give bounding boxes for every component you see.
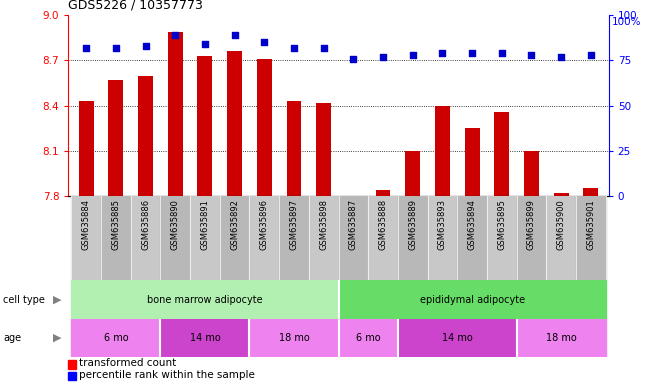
Text: GSM635885: GSM635885 <box>111 199 120 250</box>
Bar <box>249 319 339 357</box>
Bar <box>339 319 398 357</box>
Text: GSM635884: GSM635884 <box>81 199 90 250</box>
Bar <box>398 196 428 280</box>
Text: 100%: 100% <box>612 17 641 27</box>
Point <box>289 45 299 51</box>
Point <box>259 40 270 46</box>
Point <box>378 54 388 60</box>
Point <box>170 32 180 38</box>
Bar <box>220 196 249 280</box>
Text: ▶: ▶ <box>53 295 62 305</box>
Text: 18 mo: 18 mo <box>546 333 577 343</box>
Point <box>586 52 596 58</box>
Point <box>111 45 121 51</box>
Text: GSM635892: GSM635892 <box>230 199 239 250</box>
Text: age: age <box>3 333 21 343</box>
Bar <box>309 196 339 280</box>
Bar <box>376 190 391 196</box>
Bar <box>160 319 249 357</box>
Text: GSM635893: GSM635893 <box>438 199 447 250</box>
Text: percentile rank within the sample: percentile rank within the sample <box>79 370 255 380</box>
Bar <box>339 280 605 319</box>
Bar <box>227 51 242 196</box>
Bar <box>190 196 220 280</box>
Bar <box>428 196 457 280</box>
Bar <box>101 196 131 280</box>
Point <box>229 32 240 38</box>
Bar <box>517 319 605 357</box>
Text: transformed count: transformed count <box>79 358 176 368</box>
Text: GSM635899: GSM635899 <box>527 199 536 250</box>
Bar <box>398 319 517 357</box>
Bar <box>494 112 509 196</box>
Point <box>200 41 210 47</box>
Bar <box>368 196 398 280</box>
Bar <box>465 128 480 196</box>
Bar <box>160 196 190 280</box>
Point <box>467 50 477 56</box>
Point <box>437 50 448 56</box>
Text: 6 mo: 6 mo <box>356 333 381 343</box>
Point <box>556 54 566 60</box>
Text: epididymal adipocyte: epididymal adipocyte <box>419 295 525 305</box>
Text: GSM635890: GSM635890 <box>171 199 180 250</box>
Text: GSM635887: GSM635887 <box>349 199 358 250</box>
Bar <box>109 80 123 196</box>
Text: GSM635901: GSM635901 <box>587 199 596 250</box>
Text: bone marrow adipocyte: bone marrow adipocyte <box>147 295 263 305</box>
Text: GSM635886: GSM635886 <box>141 199 150 250</box>
Bar <box>197 56 212 196</box>
Bar <box>72 319 160 357</box>
Text: 14 mo: 14 mo <box>189 333 220 343</box>
Text: 6 mo: 6 mo <box>104 333 128 343</box>
Bar <box>249 196 279 280</box>
Bar <box>406 151 420 196</box>
Bar <box>517 196 546 280</box>
Bar <box>316 103 331 196</box>
Point <box>497 50 507 56</box>
Bar <box>435 106 450 196</box>
Bar <box>138 76 153 196</box>
Bar <box>457 196 487 280</box>
Bar <box>279 196 309 280</box>
Bar <box>487 196 517 280</box>
Bar <box>72 196 101 280</box>
Bar <box>79 101 94 196</box>
Bar <box>546 196 576 280</box>
Text: GSM635891: GSM635891 <box>201 199 210 250</box>
Text: GSM635897: GSM635897 <box>290 199 299 250</box>
Text: 18 mo: 18 mo <box>279 333 309 343</box>
Text: GSM635894: GSM635894 <box>467 199 477 250</box>
Text: GDS5226 / 10357773: GDS5226 / 10357773 <box>68 0 203 12</box>
Text: 14 mo: 14 mo <box>442 333 473 343</box>
Point <box>526 52 536 58</box>
Bar <box>554 193 568 196</box>
Bar <box>168 32 183 196</box>
Text: ▶: ▶ <box>53 333 62 343</box>
Text: GSM635898: GSM635898 <box>319 199 328 250</box>
Bar <box>257 59 271 196</box>
Bar <box>524 151 539 196</box>
Point <box>348 56 359 62</box>
Point <box>81 45 91 51</box>
Bar <box>576 196 605 280</box>
Bar <box>339 196 368 280</box>
Point <box>408 52 418 58</box>
Text: GSM635889: GSM635889 <box>408 199 417 250</box>
Text: GSM635896: GSM635896 <box>260 199 269 250</box>
Bar <box>583 188 598 196</box>
Bar <box>131 196 160 280</box>
Text: cell type: cell type <box>3 295 45 305</box>
Point <box>318 45 329 51</box>
Bar <box>72 280 339 319</box>
Text: GSM635900: GSM635900 <box>557 199 566 250</box>
Bar <box>286 101 301 196</box>
Text: GSM635888: GSM635888 <box>378 199 387 250</box>
Point <box>141 43 151 49</box>
Text: GSM635895: GSM635895 <box>497 199 506 250</box>
